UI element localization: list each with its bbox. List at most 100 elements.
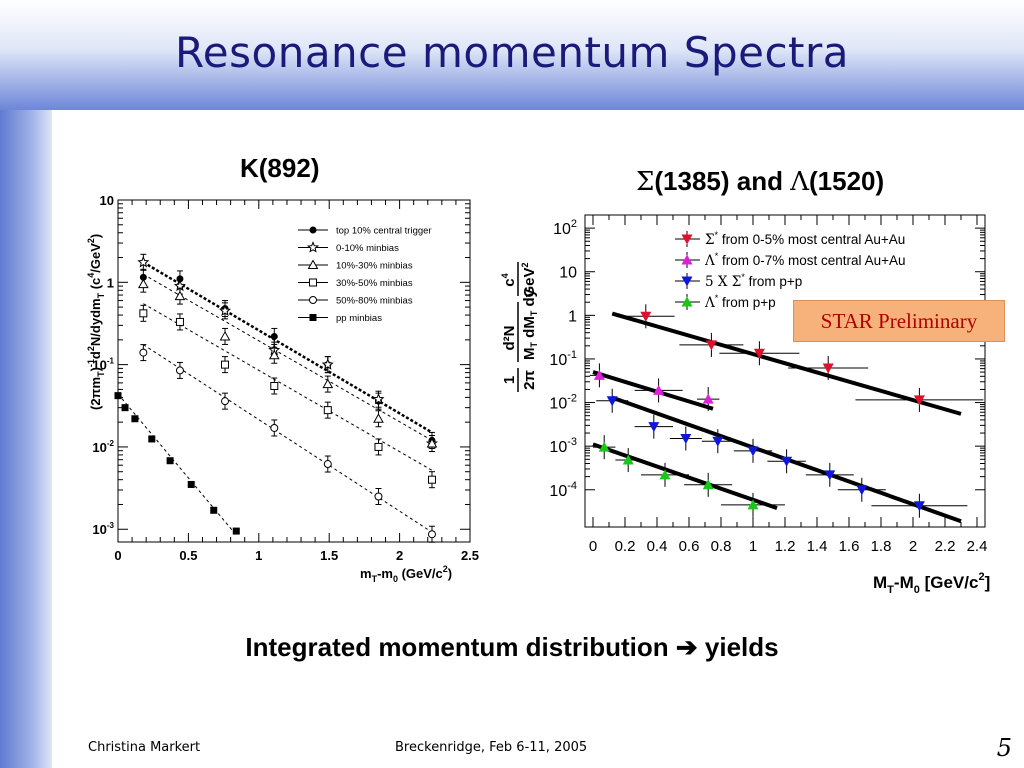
caption-end: yields: [697, 632, 779, 662]
sigma-data-point: [640, 311, 652, 322]
sigma-x-tick-label: 2.2: [935, 538, 956, 555]
kstar-legend-marker: [309, 296, 317, 304]
sigma-data-points: [589, 304, 984, 518]
sigma-x-tick-label: 2.4: [967, 538, 988, 555]
sigma-x-tick-label: 0.4: [647, 538, 668, 555]
kstar-legend-label: 30%-50% minbias: [336, 278, 413, 289]
svg-text:2π: 2π: [521, 370, 538, 390]
sigma-data-point: [781, 456, 793, 467]
sigma-data-point: [648, 422, 660, 433]
sigma-x-tick-label: 1: [749, 538, 757, 555]
kstar-data-point: [372, 392, 385, 405]
sigma-legend-label: Σ* from 0-5% most central Au+Au: [705, 230, 905, 248]
kstar-legend-marker: [306, 241, 320, 253]
kstar-fit-line: [143, 303, 433, 471]
kstar-data-point: [121, 404, 129, 412]
footer-event: Breckenridge, Feb 6-11, 2005: [395, 740, 588, 755]
sigma-x-tick-label: 1.2: [775, 538, 796, 555]
kstar-chart-title: K(892): [240, 153, 320, 183]
sigma-x-tick-label: 0.2: [615, 538, 636, 555]
kstar-data-point: [187, 480, 195, 488]
kstar-x-tick-label: 2.5: [461, 548, 479, 563]
kstar-data-point: [174, 290, 186, 301]
sigma-data-point: [913, 395, 925, 406]
sigma-y-tick-label: 10-4: [549, 480, 577, 500]
kstar-data-point: [374, 492, 383, 501]
kstar-legend-label: 10%-30% minbias: [336, 261, 413, 272]
sigma-data-point: [856, 485, 868, 496]
sigma-data-point: [712, 436, 724, 447]
kstar-legend-marker: [309, 226, 317, 234]
sigma-y-tick-label: 102: [553, 218, 577, 238]
kstar-x-tick-label: 0: [114, 548, 121, 563]
sigma-legend-marker: [681, 276, 693, 287]
kstar-fit-line: [117, 393, 237, 536]
svg-text:c4: c4: [500, 273, 518, 286]
sigma-data-point: [824, 470, 836, 481]
slide-caption: Integrated momentum distribution ➔ yield…: [0, 632, 1024, 663]
sigma-x-tick-label: 2: [909, 538, 917, 555]
sigma-legend-marker: [681, 296, 693, 307]
star-preliminary-label: STAR Preliminary: [793, 300, 1005, 342]
sigma-fit-line: [592, 442, 778, 510]
kstar-data-point: [374, 442, 383, 451]
sigma-fit-lines: [592, 311, 962, 524]
kstar-plot-frame: [117, 199, 471, 543]
slide-title: Resonance momentum Spectra: [174, 28, 850, 77]
kstar-y-tick-label: 10-1: [92, 357, 114, 373]
sigma-x-tick-label: 1.8: [871, 538, 892, 555]
kstar-legend: top 10% central trigger 0-10% minbias 10%-…: [298, 226, 432, 324]
kstar-legend-marker: [307, 259, 319, 269]
kstar-data-point: [148, 435, 156, 443]
sigma-fit-line: [611, 311, 962, 416]
kstar-data-point: [137, 256, 150, 268]
sigma-x-tick-label: 0.6: [679, 538, 700, 555]
title-bar: [0, 0, 1024, 110]
sigma-y-tick-label: 1: [568, 308, 577, 325]
kstar-data-point: [323, 406, 332, 415]
sigma-lambda-chart-title: Σ(1385) and Λ(1520): [636, 166, 884, 197]
sigma-legend: Σ* from 0-5% most central Au+Au Λ* from 0…: [675, 230, 905, 311]
kstar-data-point: [221, 397, 230, 406]
kstar-data-point: [321, 358, 334, 370]
sigma-y-tick-label: 10: [559, 265, 577, 282]
kstar-data-point: [270, 332, 278, 340]
kstar-y-tick-label: 10: [100, 193, 114, 208]
kstar-data-point: [175, 317, 184, 326]
sigma-legend-marker: [681, 254, 693, 265]
kstar-fit-line: [143, 344, 433, 533]
kstar-y-tick-label: 1: [107, 275, 114, 290]
caption-start: Integrated momentum distribution: [245, 632, 676, 662]
page-number: 5: [996, 734, 1012, 762]
kstar-legend-label: top 10% central trigger: [336, 226, 432, 237]
sigma-legend-label: Λ* from p+p: [704, 293, 776, 311]
kstar-x-tick-label: 1.5: [320, 548, 338, 563]
lambda-symbol: Λ: [790, 167, 809, 197]
kstar-data-point: [175, 366, 184, 375]
sigma-data-point: [702, 479, 714, 490]
kstar-legend-label: 0-10% minbias: [336, 243, 399, 254]
sigma-data-point: [705, 340, 717, 351]
sigma-x-tick-label: 1.6: [839, 538, 860, 555]
sigma-legend-label: Λ* from 0-7% most central Au+Au: [704, 251, 905, 269]
sigma-data-point: [913, 501, 925, 512]
sigma-y-axis-label: 1 2π d²N MT dMT dy c4 GeV2: [500, 262, 539, 392]
sigma-data-point: [702, 393, 714, 404]
kstar-data-point: [270, 423, 279, 432]
sigma-x-tick-label: 0: [589, 538, 597, 555]
kstar-data-point: [139, 348, 148, 357]
svg-text:1: 1: [501, 376, 518, 384]
sigma-data-point: [593, 369, 605, 380]
kstar-data-point: [114, 392, 122, 400]
subtitle-end: (1520): [809, 166, 885, 196]
kstar-y-tick-label: 10-2: [92, 439, 114, 455]
kstar-data-point: [221, 360, 230, 369]
kstar-data-point: [426, 438, 438, 448]
sigma-x-tick-label: 0.8: [711, 538, 732, 555]
kstar-data-point: [210, 506, 218, 514]
kstar-data-points: [114, 253, 438, 543]
kstar-x-tick-label: 1: [255, 548, 262, 563]
sigma-data-point: [659, 469, 671, 480]
sigma-symbol: Σ: [636, 167, 655, 197]
sigma-data-point: [747, 499, 759, 510]
